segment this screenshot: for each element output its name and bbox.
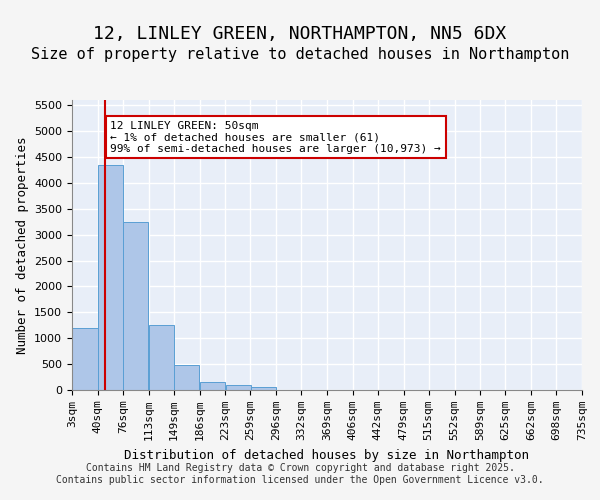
Bar [226, 385, 251, 390]
Bar [174, 365, 199, 390]
X-axis label: Distribution of detached houses by size in Northampton: Distribution of detached houses by size … [125, 448, 530, 462]
Bar [123, 222, 148, 390]
Text: Size of property relative to detached houses in Northampton: Size of property relative to detached ho… [31, 48, 569, 62]
Text: 12 LINLEY GREEN: 50sqm
← 1% of detached houses are smaller (61)
99% of semi-deta: 12 LINLEY GREEN: 50sqm ← 1% of detached … [110, 120, 441, 154]
Bar [98, 164, 123, 390]
Text: 12, LINLEY GREEN, NORTHAMPTON, NN5 6DX: 12, LINLEY GREEN, NORTHAMPTON, NN5 6DX [94, 25, 506, 43]
Y-axis label: Number of detached properties: Number of detached properties [16, 136, 29, 354]
Bar [251, 387, 276, 390]
Bar [200, 382, 225, 390]
Bar [149, 326, 174, 390]
Text: Contains HM Land Registry data © Crown copyright and database right 2025.
Contai: Contains HM Land Registry data © Crown c… [56, 464, 544, 485]
Bar [72, 328, 98, 390]
